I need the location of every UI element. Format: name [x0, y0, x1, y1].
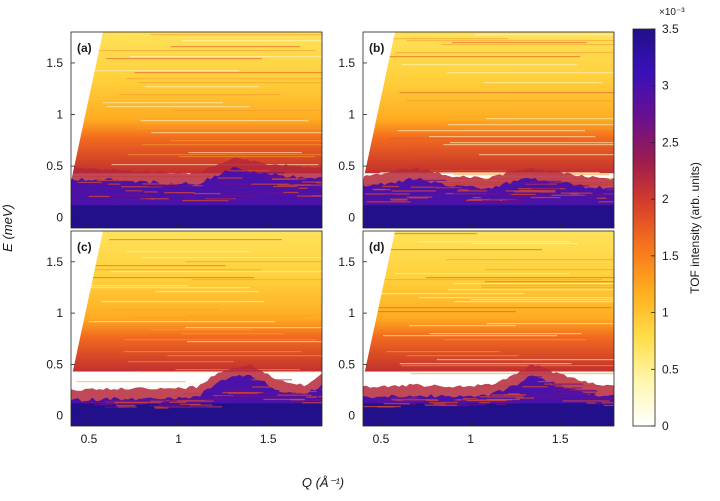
colorbar: 0 0.5 1 1.5 2 2.5 3 3.5: [632, 22, 679, 433]
x-axis-label: Q (Å⁻¹): [302, 475, 344, 490]
colorbar-tick-label: 2: [662, 192, 669, 206]
y-tick-label: 0: [348, 409, 355, 423]
panel-label: (d): [369, 240, 384, 254]
colorbar-tick-label: 1: [662, 306, 669, 320]
panel-frame: [70, 31, 323, 229]
y-tick-label: 1: [348, 108, 355, 122]
colorbar-tick-label: 3.5: [662, 22, 679, 36]
x-tick-label: 0.5: [373, 432, 390, 446]
panel-frame: [362, 230, 615, 427]
panel-frame: [70, 230, 323, 427]
y-tick-label: 1: [348, 306, 355, 320]
colorbar-tick-label: 1.5: [662, 249, 679, 263]
y-tick-label: 1.5: [338, 255, 355, 269]
y-tick-label: 0.5: [338, 357, 355, 371]
y-tick-label: 1.5: [46, 56, 63, 70]
colorbar-tick-label: 0.5: [662, 362, 679, 376]
y-tick-label: 0.5: [46, 159, 63, 173]
y-tick-label: 0: [56, 211, 63, 225]
colorbar-gradient: [632, 28, 656, 427]
panel-label: (a): [77, 41, 92, 55]
panel-d: (d) 0 0.5 1 1.5 0.5 1 1.5: [338, 230, 615, 446]
colorbar-label: TOF intensity (arb. units): [688, 162, 702, 294]
panel-a: (a) 0 0.5 1 1.5: [46, 31, 323, 229]
y-tick-label: 1.5: [338, 56, 355, 70]
x-tick-label: 0.5: [81, 432, 98, 446]
heatmap-image: [71, 231, 322, 426]
x-tick-label: 1: [175, 432, 182, 446]
panel-c: (c) 0 0.5 1 1.5 0.5 1 1.5: [46, 230, 323, 446]
heatmap-image: [363, 32, 614, 228]
colorbar-tick-label: 2.5: [662, 135, 679, 149]
heatmap-image: [71, 32, 322, 228]
colorbar-tick-label: 0: [662, 419, 669, 433]
x-tick-label: 1: [467, 432, 474, 446]
colorbar-multiplier: ×10⁻³: [659, 7, 685, 18]
panel-label: (b): [369, 41, 384, 55]
y-tick-label: 1: [56, 108, 63, 122]
panel-b: (b) 0 0.5 1 1.5: [338, 31, 615, 229]
y-tick-label: 0: [348, 211, 355, 225]
y-axis-label: E (meV): [0, 204, 15, 252]
panel-label: (c): [77, 240, 92, 254]
panel-frame: [362, 31, 615, 229]
x-tick-label: 1.5: [260, 432, 277, 446]
y-tick-label: 0.5: [46, 357, 63, 371]
y-tick-label: 1.5: [46, 255, 63, 269]
y-tick-label: 0: [56, 409, 63, 423]
y-tick-label: 1: [56, 306, 63, 320]
colorbar-tick-label: 3: [662, 79, 669, 93]
x-tick-label: 1.5: [552, 432, 569, 446]
heatmap-image: [363, 231, 614, 426]
y-tick-label: 0.5: [338, 159, 355, 173]
